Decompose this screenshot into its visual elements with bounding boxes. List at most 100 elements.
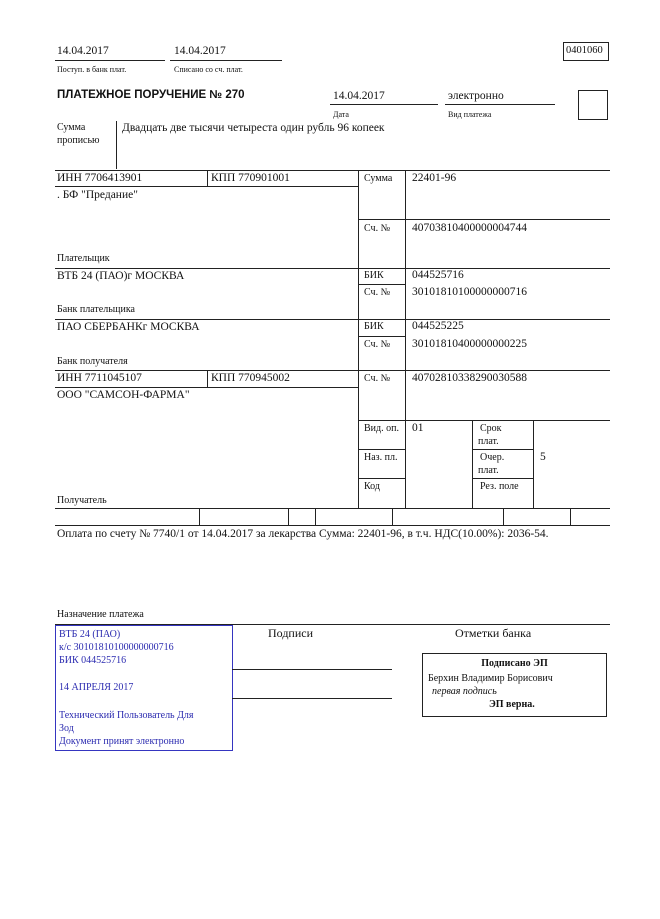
divider <box>358 219 610 220</box>
payer-kpp: КПП 770901001 <box>211 172 290 184</box>
divider <box>358 170 359 508</box>
payer-name: . БФ "Предание" <box>57 189 138 201</box>
purpose-code-label: Наз. пл. <box>364 452 398 463</box>
divider <box>207 170 208 186</box>
payer-account: 40703810400000004744 <box>412 222 527 234</box>
sum-value: 22401-96 <box>412 172 457 184</box>
divider <box>405 170 406 508</box>
form-code-box: 0401060 <box>563 42 609 61</box>
divider <box>392 508 393 525</box>
recipient-bank-label: Банк получателя <box>57 356 128 367</box>
bank-marks-label: Отметки банка <box>455 626 532 640</box>
divider <box>330 104 438 105</box>
recipient-bik-label: БИК <box>364 321 384 332</box>
page-title: ПЛАТЕЖНОЕ ПОРУЧЕНИЕ № 270 <box>57 89 245 101</box>
payer-label: Плательщик <box>57 253 110 264</box>
payer-bank-account-label: Сч. № <box>364 287 391 298</box>
recipient-label: Получатель <box>57 495 107 506</box>
recipient-bank-name: ПАО СБЕРБАНКг МОСКВА <box>57 321 200 333</box>
divider <box>55 525 610 526</box>
stamp-line: ВТБ 24 (ПАО) <box>59 629 121 640</box>
payer-bank-name: ВТБ 24 (ПАО)г МОСКВА <box>57 270 185 282</box>
op-type: 01 <box>412 422 424 434</box>
divider <box>55 624 610 625</box>
e-signature-role: первая подпись <box>432 686 497 697</box>
divider <box>358 478 405 479</box>
divider <box>533 420 534 508</box>
debited-label: Списано со сч. плат. <box>174 65 243 74</box>
divider <box>55 370 610 371</box>
stamp-line: к/с 30101810100000000716 <box>59 642 174 653</box>
signatures-label: Подписи <box>268 626 314 640</box>
op-type-label: Вид. оп. <box>364 423 399 434</box>
bank-acceptance-stamp: ВТБ 24 (ПАО) к/с 30101810100000000716 БИ… <box>55 625 233 751</box>
e-signature-box: Подписано ЭП Берхин Владимир Борисович п… <box>422 653 607 717</box>
divider <box>445 104 555 105</box>
e-signature-signer: Берхин Владимир Борисович <box>428 673 553 684</box>
signature-line <box>232 669 392 670</box>
received-label: Поступ. в банк плат. <box>57 65 127 74</box>
purpose-label: Назначение платежа <box>57 609 144 620</box>
stamp-line: Зод <box>59 723 74 734</box>
divider <box>55 387 358 388</box>
divider <box>358 449 405 450</box>
e-signature-title: Подписано ЭП <box>481 658 548 669</box>
recipient-inn: ИНН 7711045107 <box>57 372 142 384</box>
recipient-kpp: КПП 770945002 <box>211 372 290 384</box>
term-label-2: плат. <box>478 436 499 447</box>
divider <box>358 284 405 285</box>
divider <box>570 508 571 525</box>
amount-words-label: Сумма <box>57 122 86 133</box>
divider <box>170 60 282 61</box>
date-label: Дата <box>333 110 349 119</box>
payer-bik: 044525716 <box>412 269 464 281</box>
received-date: 14.04.2017 <box>57 45 109 57</box>
code-label: Код <box>364 481 380 492</box>
divider <box>358 336 405 337</box>
divider <box>55 186 358 187</box>
term-label: Срок <box>480 423 502 434</box>
amount-words: Двадцать две тысячи четыреста один рубль… <box>122 122 385 134</box>
order-label-2: плат. <box>478 465 499 476</box>
amount-words-label-2: прописью <box>57 135 100 146</box>
payer-account-label: Сч. № <box>364 223 391 234</box>
divider <box>472 478 533 479</box>
recipient-bank-account-label: Сч. № <box>364 339 391 350</box>
payer-bank-label: Банк плательщика <box>57 304 135 315</box>
debited-date: 14.04.2017 <box>174 45 226 57</box>
stamp-line: 14 АПРЕЛЯ 2017 <box>59 682 134 693</box>
divider <box>199 508 200 525</box>
recipient-name: ООО "САМСОН-ФАРМА" <box>57 389 190 401</box>
empty-box <box>578 90 608 120</box>
divider <box>55 268 610 269</box>
divider <box>55 508 610 509</box>
divider <box>503 508 504 525</box>
e-signature-status: ЭП верна. <box>489 699 535 710</box>
order-value: 5 <box>540 451 546 463</box>
divider <box>207 370 208 387</box>
signature-line <box>232 698 392 699</box>
payer-bank-account: 30101810100000000716 <box>412 286 527 298</box>
stamp-line: Технический Пользователь Для <box>59 710 194 721</box>
divider <box>55 60 165 61</box>
divider <box>472 420 473 508</box>
divider <box>55 170 610 171</box>
reserve-label: Рез. поле <box>480 481 519 492</box>
divider <box>116 121 117 169</box>
divider <box>472 449 533 450</box>
payment-type: электронно <box>448 90 504 102</box>
sum-label: Сумма <box>364 173 393 184</box>
payer-bik-label: БИК <box>364 270 384 281</box>
form-code: 0401060 <box>566 45 603 56</box>
divider <box>358 420 610 421</box>
divider <box>288 508 289 525</box>
stamp-line: БИК 044525716 <box>59 655 127 666</box>
recipient-account: 40702810338290030588 <box>412 372 527 384</box>
purpose-text: Оплата по счету № 7740/1 от 14.04.2017 з… <box>57 528 549 540</box>
divider <box>315 508 316 525</box>
divider <box>55 319 610 320</box>
recipient-account-label: Сч. № <box>364 373 391 384</box>
recipient-bik: 044525225 <box>412 320 464 332</box>
payment-type-label: Вид платежа <box>448 110 492 119</box>
order-label: Очер. <box>480 452 505 463</box>
